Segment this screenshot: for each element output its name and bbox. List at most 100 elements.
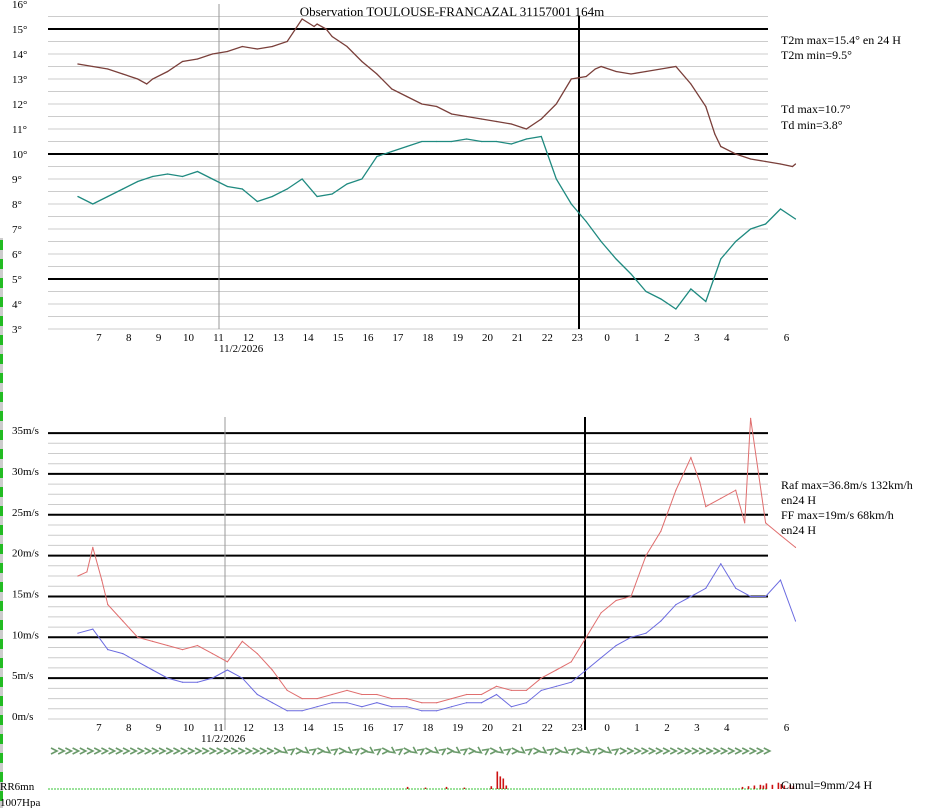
data-point xyxy=(436,702,438,704)
temp-hour-label: 17 xyxy=(392,332,404,344)
data-point xyxy=(86,571,88,573)
wind-direction-arrow xyxy=(259,747,268,755)
wind-hour-label: 23 xyxy=(572,722,584,734)
raf-max-stat: Raf max=36.8m/s 132km/h xyxy=(781,478,913,492)
wind-direction-arrow xyxy=(560,746,570,754)
wind-direction-arrow xyxy=(381,747,390,755)
wind-hour-label: 10 xyxy=(183,722,195,734)
data-point xyxy=(256,48,258,50)
pressure-label: 1007Hpa xyxy=(0,797,40,808)
wind-date-label: 11/2/2026 xyxy=(201,733,246,745)
data-point xyxy=(313,25,315,28)
wind-direction-arrow xyxy=(446,747,455,755)
ff-period: en24 H xyxy=(781,523,816,537)
wind-direction-arrow xyxy=(308,748,318,756)
data-point xyxy=(107,195,109,198)
data-point xyxy=(750,417,752,419)
data-point xyxy=(137,661,139,663)
wind-direction-strip xyxy=(50,746,772,756)
rain-bar xyxy=(490,786,493,789)
data-point xyxy=(92,546,94,549)
data-point xyxy=(480,702,483,704)
data-point xyxy=(92,65,94,68)
wind-direction-arrow xyxy=(129,747,138,755)
ff-max-stat: FF max=19m/s 68km/h xyxy=(781,508,894,522)
wind-direction-arrow xyxy=(546,748,555,756)
data-point xyxy=(436,140,438,143)
data-point xyxy=(152,669,154,671)
edge-segment xyxy=(0,316,3,326)
wind-direction-arrow xyxy=(705,747,714,755)
data-point xyxy=(331,693,333,696)
wind-series xyxy=(77,417,797,712)
data-point xyxy=(660,68,662,70)
rain-bar xyxy=(747,786,750,789)
data-point xyxy=(271,45,273,48)
wind-direction-arrow xyxy=(416,748,426,756)
data-point xyxy=(480,118,483,120)
data-point xyxy=(735,240,737,243)
data-point xyxy=(421,702,423,704)
temp-y-tick: 7° xyxy=(12,224,22,236)
wind-direction-arrow xyxy=(245,747,254,755)
data-point xyxy=(137,636,139,638)
data-point xyxy=(779,208,782,210)
data-point xyxy=(615,258,617,260)
wind-direction-arrow xyxy=(180,747,189,755)
data-point xyxy=(451,113,453,115)
wind-direction-arrow xyxy=(395,748,404,756)
data-point xyxy=(301,710,303,712)
temp-hour-label: 9 xyxy=(156,332,162,344)
temp-y-tick: 3° xyxy=(12,324,22,336)
wind-direction-arrow xyxy=(655,747,664,755)
wind-direction-arrow xyxy=(187,747,196,755)
data-point xyxy=(750,228,752,230)
data-point xyxy=(256,653,258,655)
wind-direction-arrow xyxy=(287,748,296,756)
data-point xyxy=(241,640,243,643)
data-point xyxy=(391,150,393,153)
wind-direction-arrow xyxy=(511,747,520,755)
temp-hour-label: 7 xyxy=(96,332,102,344)
data-point xyxy=(660,530,662,532)
data-point xyxy=(510,143,512,145)
rain-bar xyxy=(783,785,786,789)
wind-direction-arrow xyxy=(144,747,153,755)
data-point xyxy=(555,685,557,687)
data-point xyxy=(794,218,797,220)
temp-hour-label: 18 xyxy=(422,332,434,344)
wind-direction-arrow xyxy=(741,747,750,755)
wind-direction-arrow xyxy=(173,747,182,755)
wind-direction-arrow xyxy=(452,746,462,754)
data-point xyxy=(122,73,124,75)
rain-bar xyxy=(424,787,427,789)
wind-hour-label: 21 xyxy=(512,722,523,734)
wind-direction-arrow xyxy=(524,748,534,756)
data-point xyxy=(466,115,468,118)
wind-direction-arrow xyxy=(756,747,765,755)
temp-y-tick: 11° xyxy=(12,124,27,136)
rain-bar xyxy=(780,784,783,789)
wind-direction-arrow xyxy=(489,747,498,755)
wind-direction-arrow xyxy=(481,748,490,756)
rain-bar xyxy=(505,785,508,789)
edge-segment xyxy=(0,468,3,478)
data-point xyxy=(226,50,228,53)
rain-bar xyxy=(759,784,762,789)
edge-segment xyxy=(0,563,3,573)
wind-y-tick: 0m/s xyxy=(12,711,33,723)
wind-speed-line xyxy=(77,562,797,712)
data-point xyxy=(167,173,169,175)
data-point xyxy=(794,163,797,165)
rain-bar xyxy=(502,778,505,789)
edge-segment xyxy=(0,430,3,440)
data-point xyxy=(510,123,512,125)
data-point xyxy=(316,23,318,25)
data-point xyxy=(765,160,767,163)
wind-direction-arrow xyxy=(108,747,117,755)
data-point xyxy=(690,288,692,290)
data-point xyxy=(152,640,154,643)
td-min-stat: Td min=3.8° xyxy=(781,118,843,132)
data-point xyxy=(286,710,288,712)
temp-y-tick: 6° xyxy=(12,249,22,261)
